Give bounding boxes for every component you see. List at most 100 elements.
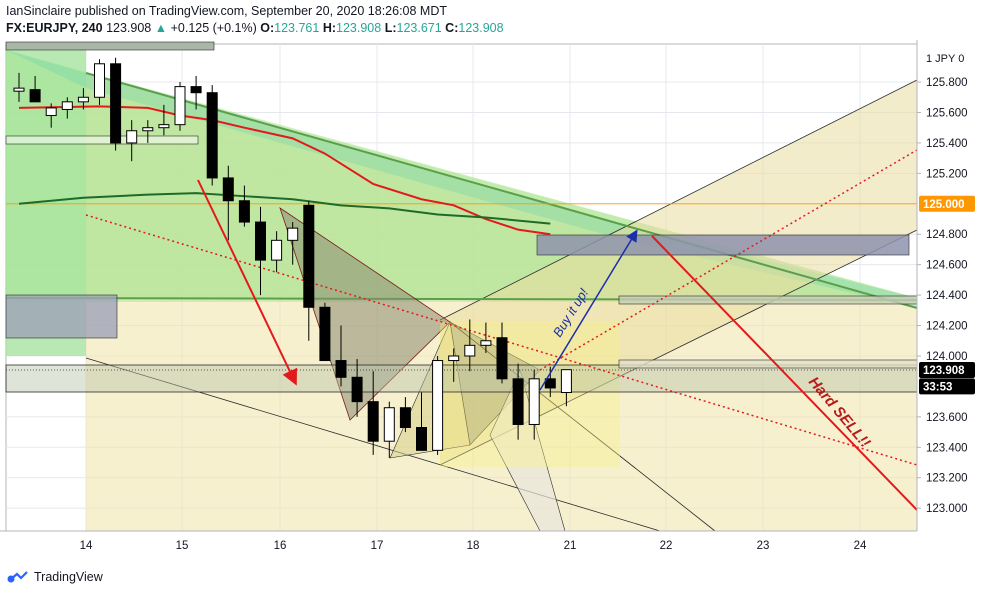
price-tick-label: 124.000 (926, 351, 968, 363)
price-tick-label: 124.200 (926, 321, 968, 333)
descending-trendline (85, 72, 918, 309)
candle (448, 348, 460, 382)
candle-body (94, 63, 105, 98)
tradingview-brand[interactable]: TradingView (34, 570, 103, 584)
price-tags: 125.000 123.908 33:53 (919, 195, 975, 395)
close-label: C: (445, 21, 459, 35)
candle-body (206, 92, 218, 179)
lower-zone-box (618, 359, 918, 369)
publisher-line: IanSinclaire published on TradingView.co… (6, 4, 448, 18)
support-zone-band (5, 364, 918, 393)
candle (190, 75, 202, 110)
price-tag-bg (919, 195, 975, 212)
rising-channel-upper (439, 79, 918, 321)
candle-body (13, 87, 25, 92)
price-axis: 1 JPY 0 125.800 125.600 125.400 125.200 124.8… (916, 40, 984, 570)
candle-body (190, 86, 202, 94)
candle (142, 120, 154, 143)
candle-body (367, 401, 379, 442)
symbol-name[interactable]: FX:EURJPY, 240 (6, 21, 103, 35)
price-tag-label: 125.000 (923, 199, 965, 211)
price-tick-label: 125.600 (926, 107, 968, 119)
candle-body (110, 63, 122, 144)
candle (496, 322, 508, 384)
upper-zone-box (618, 295, 918, 305)
candle (77, 88, 89, 110)
candle-body (448, 355, 460, 362)
candle-body (496, 337, 508, 380)
target-zone-box (536, 234, 910, 256)
candle (287, 222, 299, 265)
price-tick-label: 124.400 (926, 290, 968, 302)
close-value: 123.908 (458, 21, 504, 35)
candle (464, 319, 476, 372)
price-chart[interactable]: Hard SELL!!Buy it up! 1 JPY 0125.800125.… (0, 40, 984, 570)
candle (45, 103, 57, 128)
footer: TradingView (6, 570, 103, 584)
candle-body (45, 107, 57, 117)
buy-arrow (539, 229, 638, 391)
candle (367, 371, 379, 455)
resistance-box (5, 135, 199, 145)
time-tick-label: 18 (467, 540, 480, 552)
candle (480, 322, 492, 353)
candle-body (351, 376, 363, 403)
candle-body (528, 378, 540, 425)
candle (206, 85, 218, 186)
chart-area[interactable]: Hard SELL!! Buy it up! 1 JPY 0 125.800 125.… (0, 40, 984, 570)
candle-body (399, 407, 411, 429)
candle (110, 57, 122, 151)
change-arrow-icon: ▲ (154, 21, 168, 35)
open-label: O: (260, 21, 275, 35)
candle (319, 302, 331, 362)
price-tick-label: 125.800 (926, 77, 968, 89)
candle (560, 369, 572, 407)
candle (271, 231, 283, 273)
tradingview-logo-icon[interactable] (6, 570, 28, 584)
low-label: L: (384, 21, 397, 35)
price-tick-label: 123.200 (926, 473, 968, 485)
candle-body (464, 344, 476, 357)
candle-body (560, 369, 572, 394)
time-tick-label: 17 (371, 540, 384, 552)
time-tick-label: 16 (274, 540, 287, 552)
chart-header: IanSinclaire published on TradingView.co… (6, 3, 906, 37)
candle-body (61, 101, 73, 110)
time-tick-label: 24 (854, 540, 867, 552)
harmonic-left-wing (279, 207, 451, 421)
candle-body (271, 239, 283, 261)
candle (335, 325, 347, 387)
drawing-layer (5, 41, 918, 532)
time-tick-label: 22 (660, 540, 673, 552)
price-tick-label: 124.600 (926, 260, 968, 272)
candle-body (432, 360, 444, 451)
left-green-zone (6, 50, 86, 356)
top-grey-box (5, 41, 215, 51)
price-tag-bg (919, 361, 975, 378)
price-tick-label: 124.800 (926, 229, 968, 241)
indicator-layer (18, 105, 551, 236)
candle (383, 401, 395, 458)
high-value: 123.908 (336, 21, 382, 35)
candle (528, 369, 540, 440)
candle-body (383, 407, 395, 442)
symbol-line: FX:EURJPY, 240 123.908 ▲ +0.125 (+0.1%) … (6, 20, 906, 37)
price-tick-label: 123.000 (926, 503, 968, 515)
candle-body (512, 378, 524, 425)
candle-body (126, 130, 138, 144)
candle-body (544, 378, 556, 389)
left-grey-box (5, 294, 118, 339)
candle (416, 392, 427, 451)
open-value: 123.761 (274, 21, 320, 35)
sell-arrow-2 (651, 235, 918, 511)
price-tick-label: 123.600 (926, 412, 968, 424)
sell-arrow-1 (197, 179, 298, 386)
candle-body (142, 127, 154, 132)
candle (13, 72, 25, 102)
candle-body (335, 360, 347, 378)
candle (255, 206, 266, 296)
price-tag-label: 33:53 (923, 381, 952, 393)
candle (158, 104, 170, 136)
candle-body (29, 89, 41, 103)
candle-body (480, 340, 492, 346)
